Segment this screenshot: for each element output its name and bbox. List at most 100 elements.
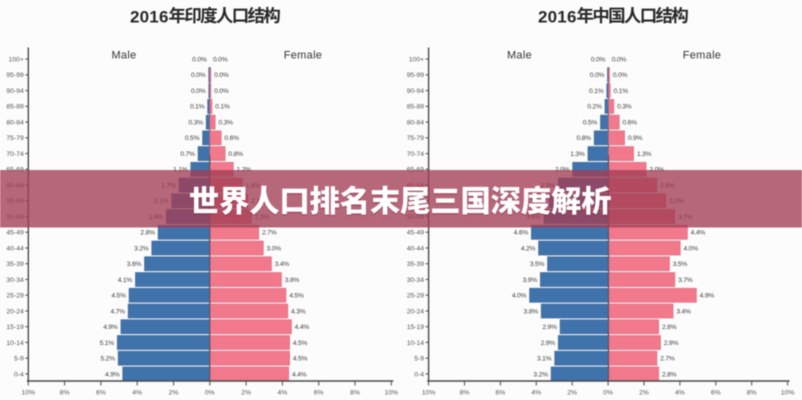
svg-text:0.2%: 0.2%: [587, 104, 602, 111]
svg-text:10%: 10%: [781, 390, 795, 397]
svg-text:2.8%: 2.8%: [662, 324, 677, 331]
svg-text:40-44: 40-44: [407, 245, 425, 252]
svg-text:4%: 4%: [277, 390, 287, 397]
svg-text:2.9%: 2.9%: [541, 340, 556, 347]
svg-text:4.4%: 4.4%: [691, 230, 706, 237]
svg-text:2.9%: 2.9%: [542, 324, 557, 331]
svg-text:0.0%: 0.0%: [214, 72, 229, 79]
svg-text:10%: 10%: [21, 390, 35, 397]
svg-text:3.7%: 3.7%: [678, 277, 693, 284]
svg-text:2%: 2%: [241, 390, 251, 397]
svg-text:10%: 10%: [422, 390, 436, 397]
svg-text:30-34: 30-34: [6, 277, 24, 284]
svg-text:4.4%: 4.4%: [295, 324, 310, 331]
svg-text:0.6%: 0.6%: [224, 135, 239, 142]
svg-text:4.7%: 4.7%: [110, 308, 125, 315]
svg-text:4.0%: 4.0%: [684, 245, 699, 252]
svg-text:85-89: 85-89: [407, 104, 425, 111]
svg-text:Male: Male: [111, 50, 136, 62]
svg-text:0.3%: 0.3%: [617, 104, 632, 111]
svg-text:0.0%: 0.0%: [213, 57, 228, 64]
svg-text:0.7%: 0.7%: [180, 151, 195, 158]
svg-text:1.3%: 1.3%: [570, 151, 585, 158]
svg-text:30-34: 30-34: [407, 277, 425, 284]
svg-text:75-79: 75-79: [407, 135, 425, 142]
svg-text:4.5%: 4.5%: [293, 356, 308, 363]
svg-text:3.6%: 3.6%: [127, 261, 142, 268]
svg-text:4.2%: 4.2%: [521, 245, 536, 252]
svg-text:0.6%: 0.6%: [622, 119, 637, 126]
svg-text:3.4%: 3.4%: [676, 308, 691, 315]
svg-text:100+: 100+: [409, 57, 424, 64]
svg-text:4%: 4%: [675, 390, 685, 397]
svg-text:4.0%: 4.0%: [512, 293, 527, 300]
svg-text:6%: 6%: [495, 390, 505, 397]
svg-text:0%: 0%: [205, 390, 215, 397]
svg-text:95-99: 95-99: [6, 72, 24, 79]
svg-text:0-4: 0-4: [414, 371, 424, 378]
svg-text:0.0%: 0.0%: [214, 88, 229, 95]
svg-text:4.4%: 4.4%: [292, 371, 307, 378]
svg-text:5.2%: 5.2%: [100, 356, 115, 363]
svg-text:0.1%: 0.1%: [190, 104, 205, 111]
svg-text:3.9%: 3.9%: [523, 277, 538, 284]
svg-text:90-94: 90-94: [6, 88, 24, 95]
svg-text:0.0%: 0.0%: [613, 72, 628, 79]
svg-text:0.0%: 0.0%: [191, 88, 206, 95]
svg-text:3.5%: 3.5%: [530, 261, 545, 268]
svg-text:3.1%: 3.1%: [537, 356, 552, 363]
svg-text:0.0%: 0.0%: [191, 72, 206, 79]
svg-text:Female: Female: [683, 50, 721, 62]
svg-text:6%: 6%: [314, 390, 324, 397]
svg-text:2016: 2016: [538, 7, 577, 26]
svg-text:4%: 4%: [132, 390, 142, 397]
svg-text:2.7%: 2.7%: [660, 356, 675, 363]
svg-text:6%: 6%: [711, 390, 721, 397]
svg-text:25-29: 25-29: [407, 293, 425, 300]
svg-text:0.5%: 0.5%: [583, 119, 598, 126]
svg-text:90-94: 90-94: [407, 88, 425, 95]
svg-text:4.1%: 4.1%: [118, 277, 133, 284]
svg-text:4.9%: 4.9%: [105, 371, 120, 378]
svg-text:5-9: 5-9: [14, 356, 24, 363]
svg-text:45-49: 45-49: [407, 230, 425, 237]
svg-text:3.0%: 3.0%: [267, 245, 282, 252]
svg-text:Female: Female: [284, 50, 322, 62]
svg-text:0.0%: 0.0%: [590, 72, 605, 79]
svg-text:10-14: 10-14: [407, 340, 425, 347]
svg-text:70-74: 70-74: [407, 151, 425, 158]
svg-text:40-44: 40-44: [6, 245, 24, 252]
svg-text:2.7%: 2.7%: [262, 230, 277, 237]
svg-text:4.3%: 4.3%: [291, 308, 306, 315]
svg-text:2.8%: 2.8%: [662, 371, 677, 378]
svg-text:6%: 6%: [96, 390, 106, 397]
svg-text:0.9%: 0.9%: [628, 135, 643, 142]
svg-text:10%: 10%: [384, 390, 398, 397]
svg-text:1.3%: 1.3%: [637, 151, 652, 158]
svg-text:4.9%: 4.9%: [700, 293, 715, 300]
svg-text:0.5%: 0.5%: [185, 135, 200, 142]
svg-text:100+: 100+: [8, 57, 23, 64]
svg-text:2.9%: 2.9%: [664, 340, 679, 347]
svg-text:8%: 8%: [60, 390, 70, 397]
svg-text:0.1%: 0.1%: [215, 104, 230, 111]
svg-text:0.1%: 0.1%: [589, 88, 604, 95]
svg-text:3.8%: 3.8%: [285, 277, 300, 284]
svg-text:4.5%: 4.5%: [111, 293, 126, 300]
svg-text:4.9%: 4.9%: [103, 324, 118, 331]
svg-text:2%: 2%: [639, 390, 649, 397]
svg-text:5-9: 5-9: [414, 356, 424, 363]
svg-text:2%: 2%: [567, 390, 577, 397]
svg-text:8%: 8%: [460, 390, 470, 397]
svg-text:80-84: 80-84: [407, 119, 425, 126]
svg-text:0.3%: 0.3%: [189, 119, 204, 126]
svg-text:3.5%: 3.5%: [673, 261, 688, 268]
svg-text:0-4: 0-4: [14, 371, 24, 378]
svg-text:0.0%: 0.0%: [612, 57, 627, 64]
svg-text:2016: 2016: [130, 7, 169, 26]
svg-text:3.4%: 3.4%: [275, 261, 290, 268]
svg-text:4.5%: 4.5%: [293, 340, 308, 347]
svg-text:15-19: 15-19: [407, 324, 425, 331]
svg-text:20-24: 20-24: [407, 308, 425, 315]
svg-text:15-19: 15-19: [6, 324, 24, 331]
